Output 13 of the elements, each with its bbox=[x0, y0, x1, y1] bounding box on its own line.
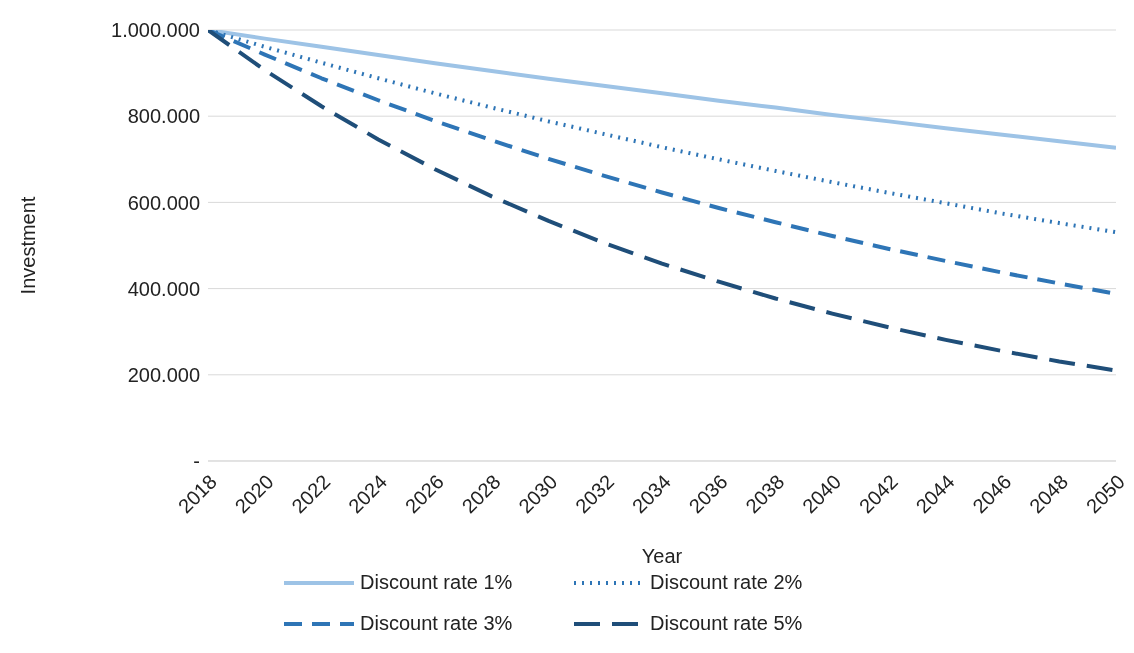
y-tick-label: 600.000 bbox=[127, 191, 200, 214]
legend-label: Discount rate 1% bbox=[360, 571, 513, 594]
x-axis-title: Year bbox=[641, 545, 683, 567]
y-tick-label: 1.000.000 bbox=[111, 19, 200, 42]
legend-label: Discount rate 5% bbox=[650, 612, 803, 635]
y-tick-label: 800.000 bbox=[127, 105, 200, 128]
line-series bbox=[208, 30, 1116, 373]
legend-label: Discount rate 3% bbox=[360, 612, 513, 635]
legend-label: Discount rate 2% bbox=[650, 571, 803, 594]
y-tick-label: 200.000 bbox=[127, 363, 200, 386]
y-tick-label: - bbox=[193, 450, 200, 473]
y-tick-label: 400.000 bbox=[127, 277, 200, 300]
y-axis-title: Investment bbox=[17, 196, 40, 295]
